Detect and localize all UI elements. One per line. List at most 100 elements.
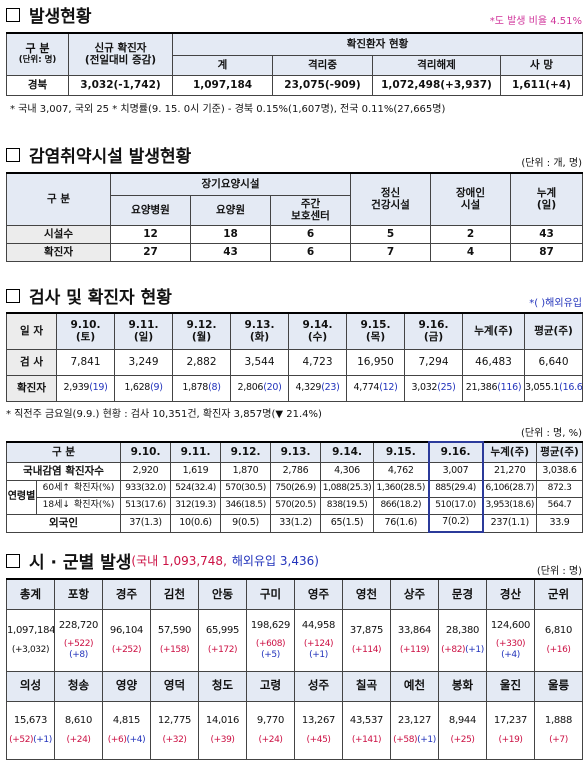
- data-cell: 6,640: [524, 348, 583, 376]
- region-cell: 8,610 (+24): [54, 700, 103, 760]
- label-text: 확진자(%): [73, 500, 115, 511]
- region-change: (+141): [344, 735, 390, 745]
- header-subtext: (단위: 명): [18, 54, 57, 65]
- row-label: 경북: [6, 74, 69, 96]
- header-cell: 9.11.: [170, 441, 222, 463]
- data-cell: 3,544: [230, 348, 289, 376]
- header-text: 신규 확진자: [94, 42, 147, 55]
- region-total: 228,720: [58, 619, 99, 631]
- data-cell: 1,628(9): [114, 374, 173, 402]
- overseas-change: (+4): [501, 649, 520, 660]
- overseas-count: (23): [321, 381, 340, 393]
- data-cell: 1,072,498(+3,937): [372, 74, 501, 96]
- region-change: (+24): [56, 735, 102, 745]
- header-cell: 요양병원: [110, 194, 191, 226]
- header-cell: 9.12. (월): [172, 312, 231, 350]
- region-total: 8,944: [448, 715, 477, 727]
- data-cell: 46,483: [462, 348, 525, 376]
- region-change: (+522)(+8): [56, 639, 102, 660]
- data-cell: 1,878(8): [172, 374, 231, 402]
- overseas-count: (20): [263, 381, 282, 393]
- data-cell: 2,920: [120, 461, 172, 481]
- data-cell: 510(17.0): [427, 496, 484, 515]
- region-change: (+32): [152, 735, 198, 745]
- region-change: (+16): [536, 645, 582, 655]
- data-cell: 564.7: [536, 496, 584, 515]
- region-name: 상주: [390, 578, 439, 610]
- header-cell: 9.14.: [320, 441, 375, 463]
- region-name: 칠곡: [342, 670, 391, 702]
- region-change: (+58)(+1): [392, 734, 438, 745]
- domestic-change: (+158): [159, 644, 190, 655]
- table-row: 시설수 12 18 6 5 2 43: [6, 224, 583, 244]
- table-row: 1,097,184 (+3,032) 228,720 (+522)(+8) 96,104…: [6, 608, 583, 672]
- region-name: 예천: [390, 670, 439, 702]
- count: 1,628: [124, 381, 151, 393]
- data-cell: 513(17.6): [120, 496, 172, 515]
- row-label: 60세↑ 확진자(%): [35, 479, 122, 498]
- region-cell: 13,267 (+45): [294, 700, 343, 760]
- region-name: 성주: [294, 670, 343, 702]
- overseas-change: (+5): [261, 649, 280, 660]
- data-cell: 346(18.5): [220, 496, 272, 515]
- overseas-total: 해외유입 3,436): [231, 554, 319, 568]
- region-table: 총계 포항 경주 김천 안동 구미 영주 영천 상주 문경 경산 군위 1,097,184 (+3,032…: [6, 578, 583, 760]
- region-name: 총계: [6, 578, 55, 610]
- region-total: 9,770: [256, 715, 285, 727]
- region-name: 영양: [102, 670, 151, 702]
- overseas-count: (12): [379, 381, 398, 393]
- data-cell: 1,088(25.3): [320, 479, 375, 498]
- table-row: 15,673 (+52)(+1) 8,610 (+24) 4,815 (+6)(+4) 12…: [6, 700, 583, 760]
- label-text: 확진자(%): [73, 483, 115, 494]
- region-total: 44,958: [301, 619, 336, 631]
- region-total: 12,775: [157, 715, 192, 727]
- region-cell: 15,673 (+52)(+1): [6, 700, 55, 760]
- region-name: 김천: [150, 578, 199, 610]
- data-cell: 3,032(25): [404, 374, 463, 402]
- domestic-change: (+119): [399, 644, 430, 655]
- data-cell: 4,762: [373, 461, 430, 481]
- region-total: 198,629: [250, 619, 291, 631]
- region-change: (+252): [104, 645, 150, 655]
- region-cell: 44,958 (+124)(+1): [294, 608, 343, 672]
- ratio-note: *도 발생 비율 4.51%: [489, 16, 582, 27]
- table-row: 의성 청송 영양 영덕 청도 고령 성주 칠곡 예천 봉화 울진 울릉: [6, 670, 583, 702]
- count: 4,329: [295, 381, 322, 393]
- data-cell: 312(19.3): [170, 496, 222, 515]
- table-row: 확진자 2,939(19) 1,628(9) 1,878(8) 2,806(20) 4,3…: [6, 374, 583, 402]
- data-cell: 12: [110, 224, 191, 244]
- overseas-change: (+1): [417, 734, 436, 745]
- section-title: 검사 및 확진자 현황: [29, 288, 172, 308]
- region-change: (+608)(+5): [248, 639, 294, 660]
- header-cell: 누계 (일): [510, 172, 583, 226]
- region-change: (+25): [440, 735, 486, 745]
- region-name: 울진: [486, 670, 535, 702]
- region-cell: 43,537 (+141): [342, 700, 391, 760]
- count: 4,774: [353, 381, 380, 393]
- overseas-count: (8): [208, 381, 221, 393]
- data-cell: 570(20.5): [270, 496, 322, 515]
- region-change: (+172): [200, 645, 246, 655]
- section-heading: 감염취약시설 발생현황: [6, 142, 191, 167]
- region-name: 영덕: [150, 670, 199, 702]
- header-cell: 요양원: [190, 194, 271, 226]
- region-total: 65,995: [205, 625, 240, 637]
- data-cell: 838(19.5): [320, 496, 375, 515]
- overseas-change: (+4): [126, 734, 146, 745]
- table-row: 연령별 60세↑ 확진자(%) 933(32.0) 524(32.4) 570(30.5)…: [6, 479, 584, 515]
- table-row: 경북 3,032(-1,742) 1,097,184 23,075(-909) 1,07…: [6, 74, 583, 96]
- header-cell: 9.13. (화): [230, 312, 289, 350]
- data-cell: 524(32.4): [170, 479, 222, 498]
- header-cell: 일 자: [6, 312, 57, 350]
- region-change: (+52)(+1): [8, 735, 54, 745]
- region-name: 안동: [198, 578, 247, 610]
- count: 3,032: [411, 381, 438, 393]
- region-total: 17,237: [493, 715, 528, 727]
- status-table: 구 분 (단위: 명) 신규 확진자 (전일대비 증감) 확진환자 현황 계 격리중 격리해제…: [6, 32, 583, 96]
- data-cell: 4,774(12): [346, 374, 405, 402]
- region-name: 포항: [54, 578, 103, 610]
- data-cell: 18: [190, 224, 271, 244]
- region-cell: 228,720 (+522)(+8): [54, 608, 103, 672]
- header-cell: 장기요양시설: [110, 172, 351, 196]
- domestic-change: (+124): [303, 639, 334, 650]
